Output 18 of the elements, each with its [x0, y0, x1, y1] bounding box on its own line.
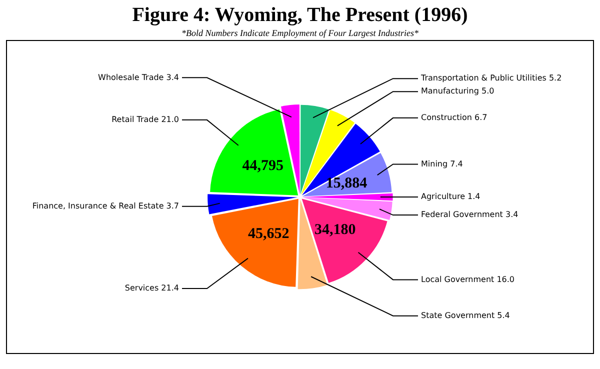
slice-label: Manufacturing 5.0: [421, 86, 494, 96]
text: 45,652: [248, 226, 290, 242]
text: 34,180: [314, 222, 356, 238]
text: 44,795: [242, 158, 284, 174]
slice-label: Mining 7.4: [421, 159, 463, 168]
chart-title: Figure 4: Wyoming, The Present (1996): [131, 4, 469, 27]
slice-label: Federal Government 3.4: [421, 210, 518, 220]
slice-label: Finance, Insurance & Real Estate 3.7: [32, 201, 179, 210]
slice-label: Transportation & Public Utilities 5.2: [420, 74, 562, 83]
slice-label: Services 21.4: [124, 284, 179, 293]
chart-subtitle: *Bold Numbers Indicate Employment of Four Largest Industries*: [180, 28, 420, 38]
slice-label: Wholesale Trade 3.4: [98, 72, 179, 82]
slice-label: Retail Trade 21.0: [112, 115, 179, 124]
slice-label: Local Government 16.0: [421, 274, 515, 284]
text: 15,884: [326, 176, 368, 192]
slice-label: Agriculture 1.4: [421, 192, 480, 202]
slice-label: State Government 5.4: [421, 310, 510, 320]
slice-label: Construction 6.7: [421, 113, 488, 122]
